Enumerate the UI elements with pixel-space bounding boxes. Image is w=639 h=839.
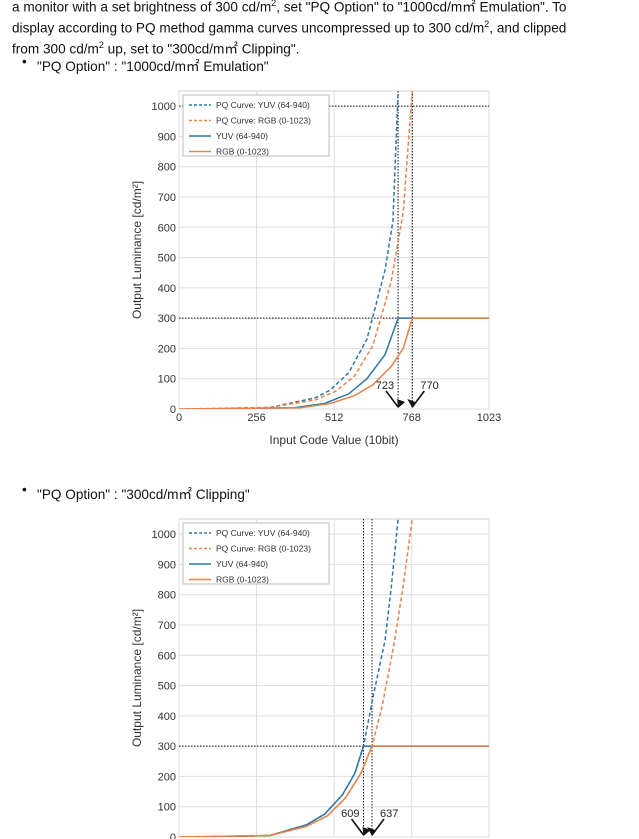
section-label: "PQ Option" : "300cd/m㎡ Clipping" [37,487,250,502]
annotation-arrow [411,390,425,408]
annotation-arrowhead [407,399,416,408]
intro-line-3: from 300 cd/m2 up, set to "300cd/m㎡ Clip… [12,39,300,57]
series-line [179,317,489,409]
series-line [179,519,414,837]
annotation-label: 770 [420,380,438,392]
y-tick-label: 700 [158,620,176,632]
y-tick-label: 100 [158,374,176,386]
intro-paragraph: a monitor with a set brightness of 300 c… [12,0,634,58]
x-axis-label: Input Code Value (10bit) [269,433,398,447]
y-tick-label: 1000 [152,529,176,541]
intro-line-2: display according to PQ method gamma cur… [12,18,567,36]
annotation-arrow [350,818,365,836]
y-tick-label: 500 [158,253,176,265]
y-tick-label: 500 [158,681,176,693]
legend-box [182,94,330,157]
legend-entry: PQ Curve: YUV (64-940) [216,528,310,538]
annotation-arrow [371,818,385,836]
series-group [179,91,489,409]
y-tick-label: 0 [170,404,176,416]
y-tick-label: 600 [158,650,176,662]
y-tick-label: 200 [158,771,176,783]
y-tick-label: 800 [158,162,176,174]
y-tick-label: 300 [158,741,176,753]
annotation-label: 609 [341,808,359,820]
bullet-icon: • [22,54,27,69]
series-line [179,745,489,837]
y-tick-label: 700 [158,192,176,204]
chart-300cd-clipping: 0 100 200 300 400 500 600 700 800 900 1000 Output L… [130,518,490,839]
y-tick-label: 400 [158,283,176,295]
y-tick-label: 1000 [152,101,176,113]
chart-1000cd-emulation: 0 100 200 300 400 500 600 700 800 900 1000 0 256 512 7… [130,90,501,447]
intro-line-1: a monitor with a set brightness of 300 c… [12,0,567,15]
annotation-arrow [385,390,399,408]
legend-entry: YUV (64-940) [216,559,268,569]
section-label: "PQ Option" : "1000cd/m㎡ Emulation" [37,59,269,74]
legend-entry: RGB (0-1023) [216,147,269,157]
legend-entry: PQ Curve: YUV (64-940) [216,100,310,110]
y-tick-label: 600 [158,222,176,234]
x-tick-label: 0 [176,412,182,424]
y-tick-label: 900 [158,559,176,571]
y-tick-label: 200 [158,343,176,355]
x-tick-label: 1023 [477,412,501,424]
annotation-arrowhead [397,399,406,408]
x-tick-label: 768 [403,412,421,424]
y-tick-label: 900 [158,131,176,143]
x-tick-label: 256 [247,412,265,424]
y-axis-label: Output Luminance [cd/m²] [130,609,144,747]
y-tick-label: 100 [158,802,176,814]
annotation-label: 723 [376,380,394,392]
y-tick-label: 300 [158,313,176,325]
y-axis-label: Output Luminance [cd/m²] [130,181,144,319]
series-line [179,91,414,409]
y-tick-label: 800 [158,590,176,602]
legend-entry: RGB (0-1023) [216,575,269,585]
legend-entry: PQ Curve: RGB (0-1023) [216,116,311,126]
x-tick-label: 512 [325,412,343,424]
annotation-arrowhead [367,827,376,836]
legend-entry: YUV (64-940) [216,131,268,141]
y-tick-label: 400 [158,711,176,723]
legend-entry: PQ Curve: RGB (0-1023) [216,544,311,554]
legend-box [182,522,330,585]
series-group [179,519,489,837]
bullet-icon: • [22,482,27,497]
annotation-label: 637 [380,808,398,820]
y-tick-label: 0 [170,832,176,839]
